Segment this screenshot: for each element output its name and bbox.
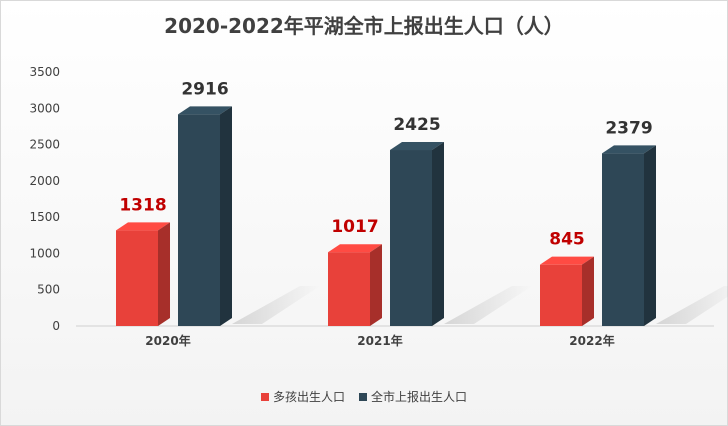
x-tick-label: 2020年 xyxy=(145,333,190,348)
bar-shadow xyxy=(232,286,320,324)
bar-top-face xyxy=(602,145,656,154)
data-label: 2379 xyxy=(605,118,652,138)
bar-side-face xyxy=(582,256,594,326)
bar xyxy=(602,153,644,326)
y-tick-label: 1000 xyxy=(29,246,60,260)
bar-shadow xyxy=(444,286,532,324)
data-label: 2425 xyxy=(393,115,440,135)
data-label: 2916 xyxy=(181,79,228,99)
x-tick-label: 2022年 xyxy=(569,333,614,348)
bar-top-face xyxy=(390,142,444,151)
bar-top-face xyxy=(178,106,232,115)
bar-side-face xyxy=(644,145,656,326)
bar-side-face xyxy=(370,244,382,326)
bar xyxy=(116,230,158,326)
bar xyxy=(178,114,220,326)
bar-top-face xyxy=(328,244,382,253)
legend-item-multi-child: 多孩出生人口 xyxy=(260,388,345,405)
y-tick-label: 3000 xyxy=(29,101,60,115)
chart-title: 2020-2022年平湖全市上报出生人口（人） xyxy=(164,14,564,38)
bar-top-face xyxy=(540,256,594,265)
legend-label-multi-child: 多孩出生人口 xyxy=(272,390,345,404)
bar xyxy=(540,264,582,326)
bar-side-face xyxy=(158,222,170,326)
y-tick-label: 0 xyxy=(52,319,60,333)
legend-label-total: 全市上报出生人口 xyxy=(371,390,468,404)
y-tick-label: 3500 xyxy=(29,65,60,79)
bar xyxy=(328,252,370,326)
y-tick-label: 2000 xyxy=(29,174,60,188)
y-tick-label: 2500 xyxy=(29,138,60,152)
data-label: 845 xyxy=(549,230,585,250)
bar-shadow xyxy=(656,286,728,324)
legend-swatch-total xyxy=(359,392,367,401)
legend-swatch-multi-child xyxy=(260,392,269,401)
y-tick-label: 1500 xyxy=(29,210,60,224)
bar-side-face xyxy=(220,106,232,326)
y-tick-label: 500 xyxy=(37,283,60,297)
bar xyxy=(390,150,432,326)
bar-side-face xyxy=(432,142,444,326)
x-tick-label: 2021年 xyxy=(357,333,402,348)
bar-top-face xyxy=(116,222,170,231)
data-label: 1318 xyxy=(119,195,166,215)
legend-item-total: 全市上报出生人口 xyxy=(359,388,467,405)
legend: 多孩出生人口 全市上报出生人口 xyxy=(0,388,728,405)
data-label: 1017 xyxy=(331,217,378,237)
